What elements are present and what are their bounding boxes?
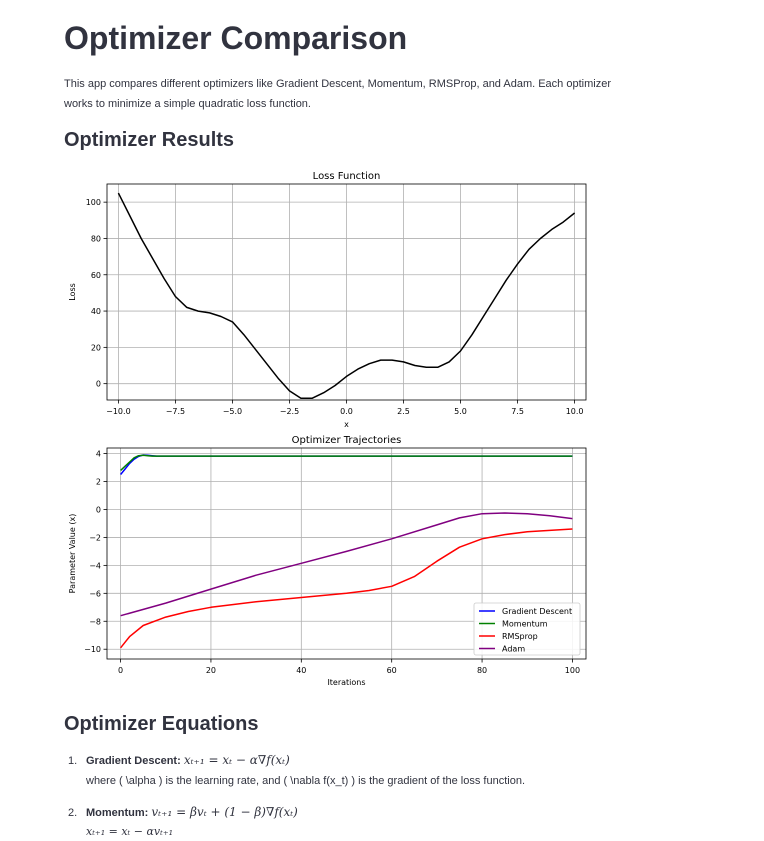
x-tick-label: 7.5 [511, 407, 524, 416]
x-tick-label: 5.0 [454, 407, 467, 416]
x-tick-label: 100 [565, 666, 580, 675]
legend-label: Momentum [502, 620, 548, 629]
equation-name: Gradient Descent [86, 755, 178, 767]
equation-formula: xₜ₊₁ = xₜ − α∇f(xₜ) [183, 753, 290, 767]
series-line [120, 512, 573, 617]
y-tick-label: 40 [91, 307, 101, 316]
optimizer-trajectories-chart [103, 447, 587, 663]
x-tick-label: 0.0 [340, 407, 353, 416]
equations-heading: Optimizer Equations [64, 713, 259, 735]
optimizer-results-figure: −10.0 −7.5 −5.0 −2.5 0.0 2.5 5.0 7.5 10.00204060… [68, 171, 587, 687]
equation-momentum: 2. Momentum: vₜ₊₁ = βvₜ + (1 − β)∇f(xₜ) [68, 805, 298, 819]
x-tick-label: −10.0 [106, 407, 131, 416]
x-tick-label: −7.5 [166, 407, 185, 416]
legend-label: Gradient Descent [502, 607, 572, 616]
x-tick-label: 40 [296, 666, 306, 675]
legend-label: Adam [502, 645, 525, 654]
chart-title: Loss Function [313, 171, 381, 182]
x-tick-label: 60 [387, 666, 397, 675]
series-line [120, 528, 573, 649]
x-tick-label: −2.5 [280, 407, 299, 416]
y-tick-label: 20 [91, 343, 101, 352]
equation-note: where ( \alpha ) is the learning rate, a… [86, 775, 526, 787]
y-tick-label: −2 [89, 533, 101, 542]
chart-title: Optimizer Trajectories [292, 435, 402, 446]
intro-text: This app compares different optimizers l… [64, 78, 611, 110]
x-tick-label: 2.5 [397, 407, 410, 416]
results-heading: Optimizer Results [64, 129, 235, 151]
y-tick-label: 100 [86, 198, 101, 207]
y-tick-label: −8 [89, 617, 101, 626]
y-axis-label: Parameter Value (x) [68, 514, 77, 594]
y-tick-label: −6 [89, 589, 101, 598]
equation-number: 2. [68, 807, 78, 819]
equation-formula: vₜ₊₁ = βvₜ + (1 − β)∇f(xₜ) [151, 805, 298, 819]
x-tick-label: −5.0 [223, 407, 242, 416]
series-line [120, 454, 573, 475]
y-tick-label: 60 [91, 271, 101, 280]
loss-function-chart [103, 183, 587, 404]
equation-gradient-descent: 1. Gradient Descent: xₜ₊₁ = xₜ − α∇f(xₜ) [68, 753, 290, 767]
series-line [120, 454, 573, 471]
x-tick-label: 10.0 [566, 407, 584, 416]
x-axis-label: x [344, 420, 349, 429]
y-axis-label: Loss [68, 283, 77, 301]
y-tick-label: −4 [89, 561, 101, 570]
equation-formula-2: xₜ₊₁ = xₜ − αvₜ₊₁ [86, 825, 174, 838]
x-axis-label: Iterations [327, 678, 365, 687]
legend-label: RMSprop [502, 632, 538, 641]
series-line [117, 192, 576, 399]
y-tick-label: 80 [91, 234, 101, 243]
x-tick-label: 80 [477, 666, 487, 675]
y-tick-label: 0 [96, 505, 101, 514]
x-tick-label: 20 [206, 666, 216, 675]
equation-name: Momentum [86, 807, 145, 819]
x-tick-label: 0 [118, 666, 123, 675]
y-tick-label: 0 [96, 380, 101, 389]
y-tick-label: 2 [96, 478, 101, 487]
y-tick-label: 4 [96, 450, 101, 459]
y-tick-label: −10 [84, 645, 101, 654]
legend-box [473, 602, 581, 656]
plot-frame [106, 447, 587, 660]
page-title: Optimizer Comparison [64, 20, 408, 56]
equation-number: 1. [68, 755, 78, 767]
